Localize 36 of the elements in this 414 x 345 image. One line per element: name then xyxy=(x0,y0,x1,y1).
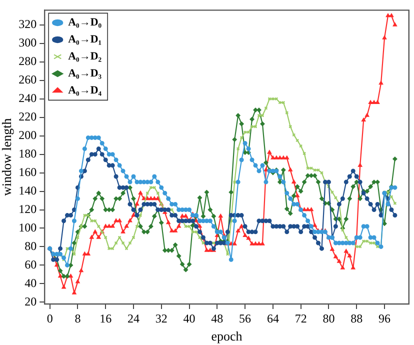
x-tick-label: 88 xyxy=(350,311,363,326)
legend-label: A₀→D₂ xyxy=(68,50,102,63)
y-axis-title: window length xyxy=(0,118,14,196)
y-tick-label: 260 xyxy=(18,72,37,87)
y-tick-label: 120 xyxy=(18,202,37,216)
y-tick-label: 80 xyxy=(24,238,37,253)
x-tick-label: 64 xyxy=(266,311,279,326)
x-tick-label: 32 xyxy=(155,311,168,326)
y-tick-label: 160 xyxy=(18,164,37,179)
y-tick-label: 60 xyxy=(24,257,37,272)
y-tick-label: 300 xyxy=(18,36,37,50)
y-tick-label: 200 xyxy=(18,128,37,142)
x-tick-label: 56 xyxy=(239,311,252,326)
x-tick-label: 40 xyxy=(183,311,196,326)
y-tick-label: 220 xyxy=(18,110,37,124)
y-tick-label: 320 xyxy=(18,17,37,32)
x-tick-label: 16 xyxy=(100,311,112,326)
y-tick-label: 240 xyxy=(18,91,37,106)
y-tick-label: 180 xyxy=(18,146,37,160)
legend-label: A₀→D₄ xyxy=(68,84,102,97)
legend-label: A₀→D₁ xyxy=(68,34,102,46)
y-tick-label: 140 xyxy=(18,183,37,198)
x-tick-label: 96 xyxy=(378,311,390,326)
legend-label: A₀→D₀ xyxy=(68,16,102,29)
y-tick-label: 40 xyxy=(24,276,37,290)
x-tick-label: 72 xyxy=(294,311,307,326)
y-tick-label: 100 xyxy=(18,220,37,234)
x-tick-label: 48 xyxy=(211,311,224,326)
x-tick-label: 80 xyxy=(322,311,335,326)
legend-label: A₀→D₃ xyxy=(68,68,102,80)
x-tick-label: 24 xyxy=(127,311,140,326)
x-tick-label: 8 xyxy=(74,311,81,326)
x-tick-label: 0 xyxy=(46,311,53,326)
x-axis-title: epoch xyxy=(211,328,243,344)
y-tick-label: 280 xyxy=(18,54,37,68)
y-tick-label: 20 xyxy=(24,294,37,308)
